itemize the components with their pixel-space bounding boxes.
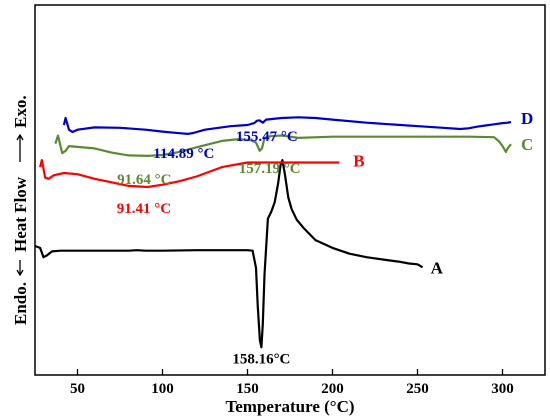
x-axis-title: Temperature (°C) xyxy=(225,397,354,416)
series-line-C xyxy=(54,134,512,157)
peak-annotation: 91.41 °C xyxy=(117,201,171,217)
peak-annotation: 155.47 °C xyxy=(236,129,298,145)
x-tick-label: 100 xyxy=(151,381,174,397)
series-line-B xyxy=(39,159,340,189)
x-tick-label: 250 xyxy=(406,381,429,397)
x-tick-label: 300 xyxy=(491,381,514,397)
series-label-A: A xyxy=(431,258,444,277)
series-line-D xyxy=(62,116,512,135)
series-label-B: B xyxy=(353,151,364,170)
plot-frame xyxy=(34,4,546,376)
x-tick-label: 200 xyxy=(321,381,344,397)
exo-arrow xyxy=(16,133,24,162)
peak-annotation: 158.16°C xyxy=(232,351,290,367)
series-line-A xyxy=(34,159,424,349)
endo-arrow xyxy=(16,260,24,277)
y-axis-title: Endo. Heat Flow Exo. xyxy=(11,95,30,325)
x-axis-ticks: 50 100 150 200 250 300 xyxy=(70,369,514,397)
peak-annotation: 91.64 °C xyxy=(117,172,171,188)
series-label-C: C xyxy=(521,135,533,154)
peak-annotation: 157.19 °C xyxy=(239,161,301,177)
y-axis-title-endo: Endo. xyxy=(11,282,30,325)
labels-layer: A B CD 158.16°C 91.41 °C 91.64 °C 157.19 °C 114… xyxy=(117,109,534,367)
peak-annotation: 114.89 °C xyxy=(153,146,214,162)
y-axis-title-exo: Exo. xyxy=(11,95,30,128)
series-label-D: D xyxy=(521,109,533,128)
series-layer xyxy=(34,116,512,349)
y-axis-title-heat-flow: Heat Flow xyxy=(11,176,30,252)
x-tick-label: 50 xyxy=(70,381,85,397)
x-tick-label: 150 xyxy=(236,381,259,397)
